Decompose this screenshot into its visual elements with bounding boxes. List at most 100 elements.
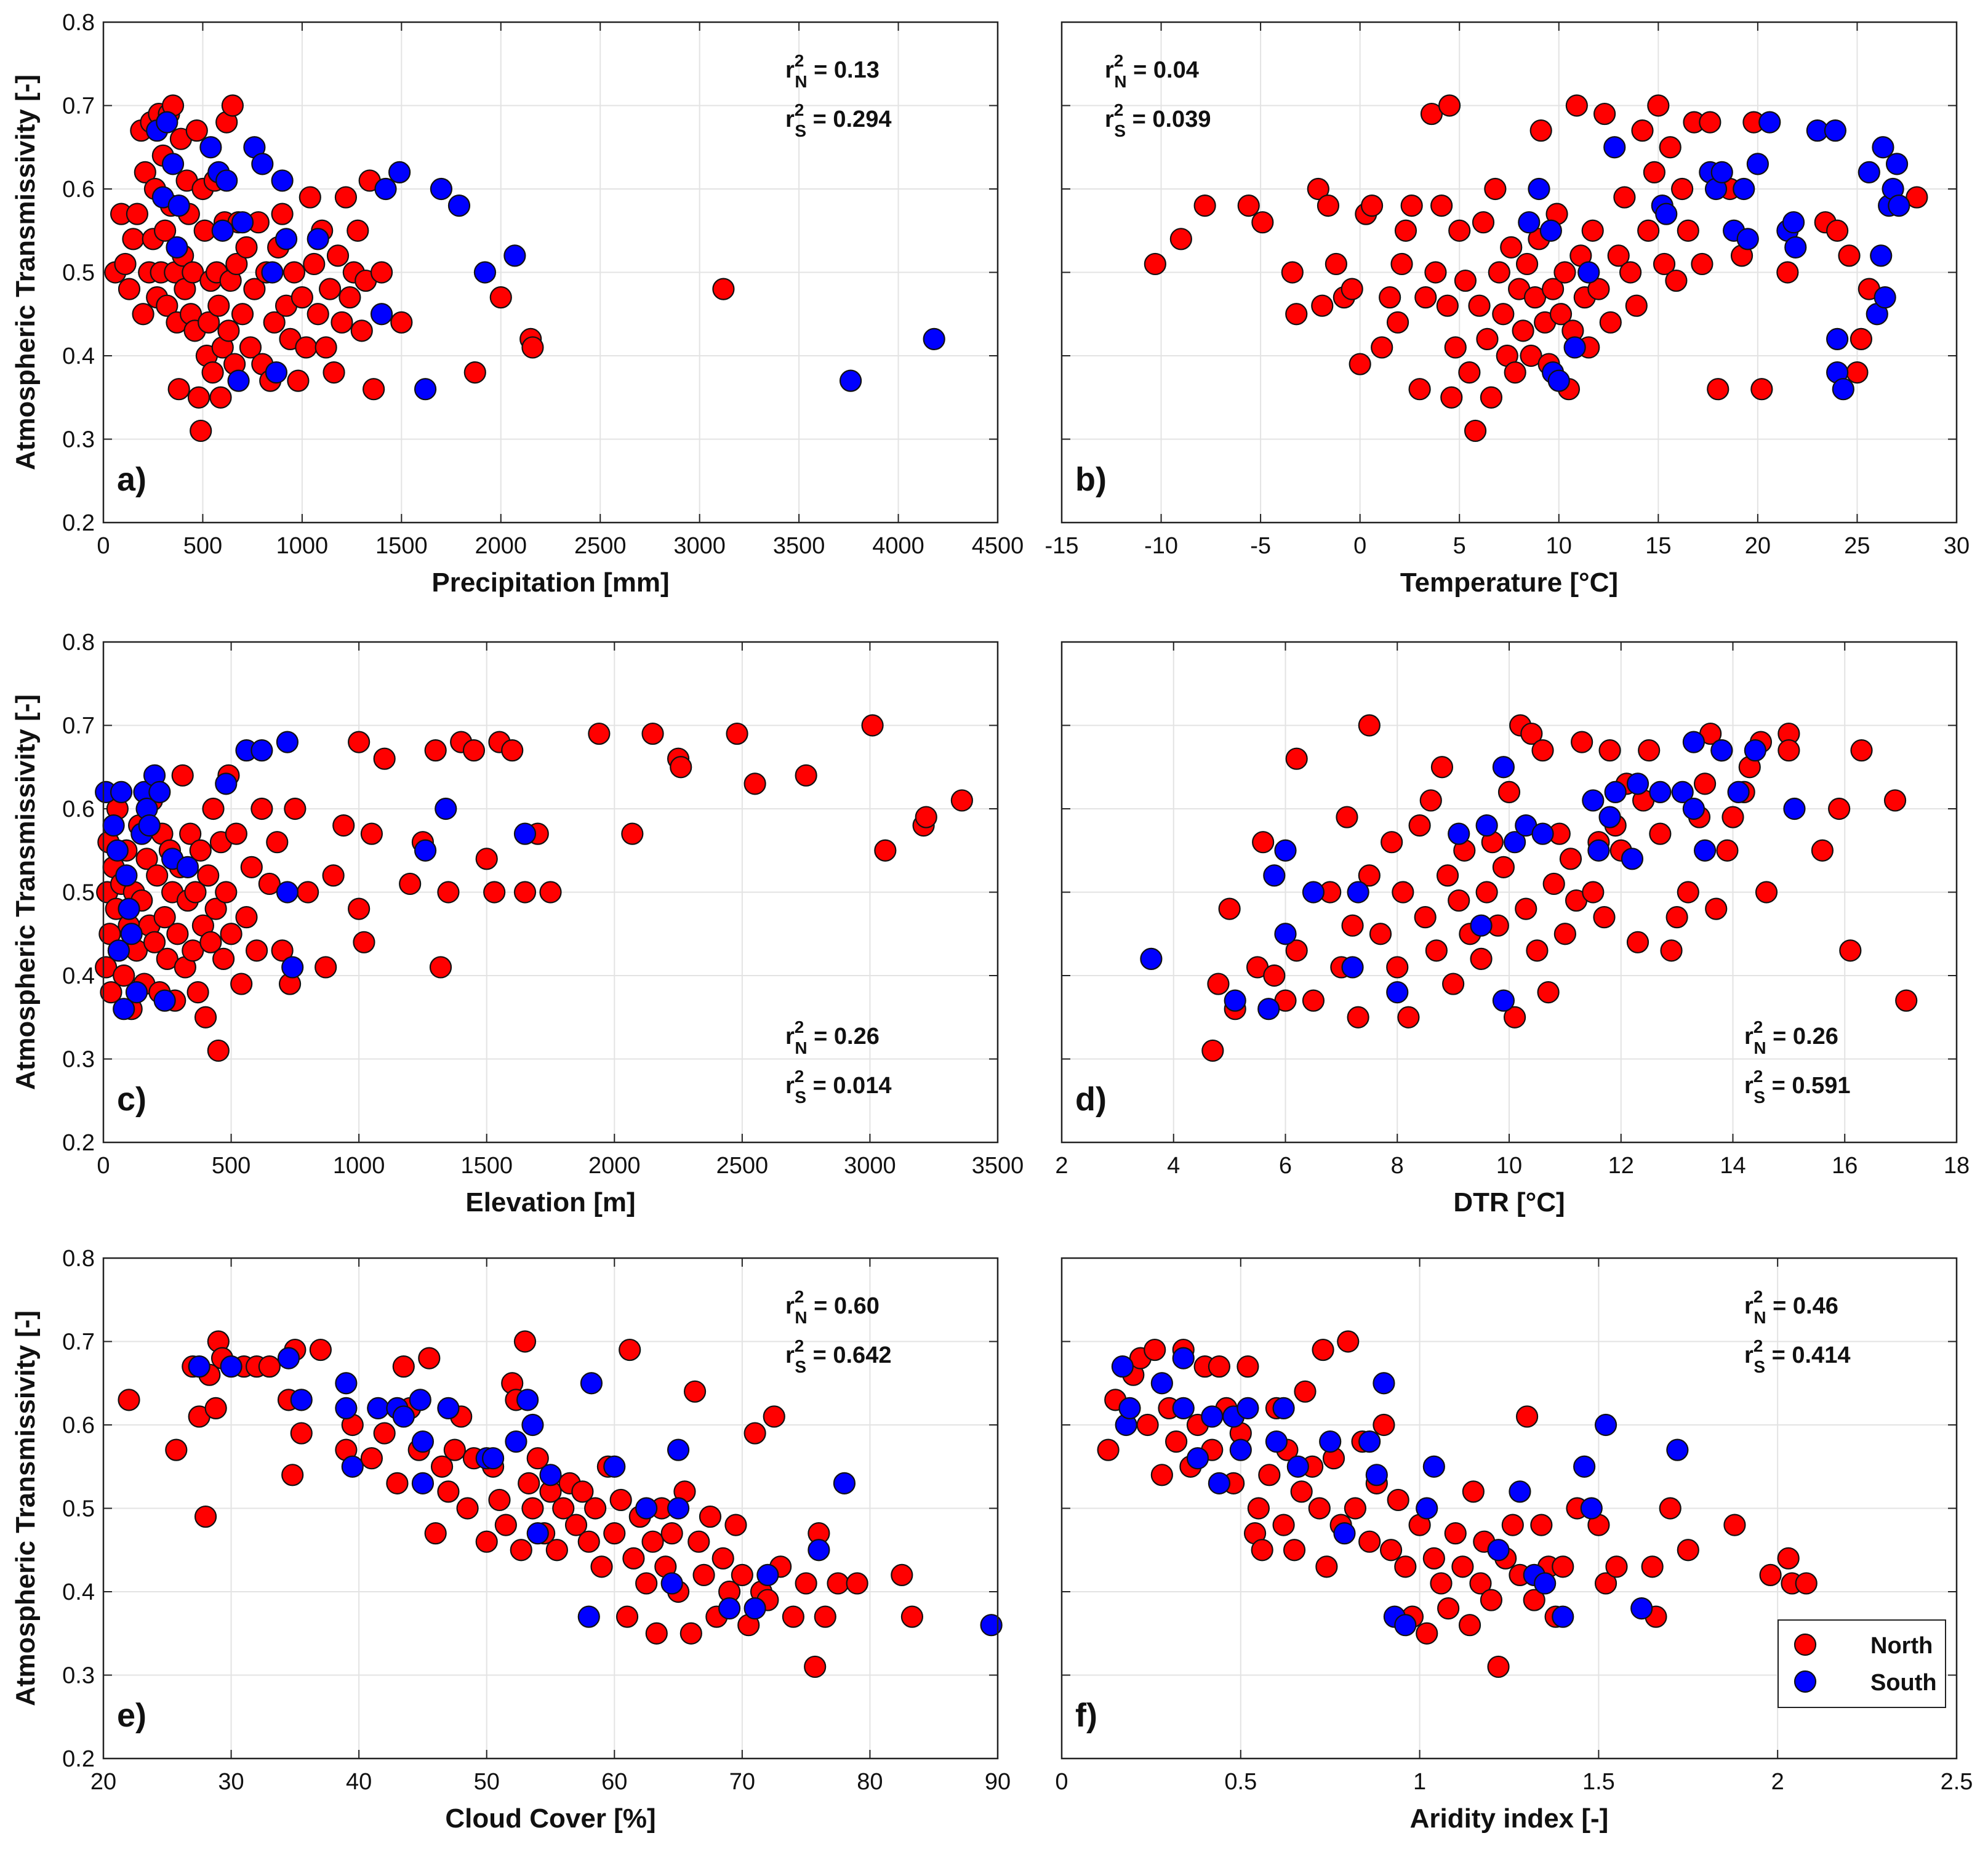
north-point [804,1655,827,1679]
north-point [225,252,248,276]
y-tick-label: 0.8 [62,10,95,36]
y-tick-label: 0.7 [62,94,95,119]
x-tick-label: 1000 [333,1153,385,1179]
south-point [1448,822,1470,845]
north-point [245,939,268,962]
x-tick-label: 12 [1608,1153,1634,1179]
south-point [1492,756,1515,779]
south-point [1394,1614,1417,1637]
panel-a: 0 500 1000 1500 2000 2500 3000 3500 4000 4500 0.2 0… [10,10,1024,598]
south-point [1518,211,1541,234]
north-point [1699,111,1721,134]
north-point [1237,195,1260,217]
south-point [1710,739,1733,762]
south-point [277,1347,300,1370]
north-point [266,831,289,854]
north-point [795,1572,817,1595]
north-point [1430,756,1454,779]
north-point [1422,1547,1445,1570]
south-point [430,177,453,201]
north-point [1386,956,1409,979]
north-point [1776,261,1799,284]
north-point [1307,177,1329,201]
south-point [1274,923,1297,945]
north-point [1454,269,1477,292]
south-point [503,244,526,267]
stat-r-north: r2 N = 0.60 [785,1287,880,1327]
north-point [1347,1006,1369,1029]
south-point [580,1372,603,1395]
north-point [363,378,385,401]
south-point [1547,369,1570,392]
north-point [1169,228,1192,251]
north-point [1097,1438,1120,1461]
north-point [1811,839,1834,862]
north-point [687,1530,710,1553]
north-point [463,361,486,384]
south-point [409,1389,431,1411]
north-point [1444,336,1467,359]
x-tick-label: 60 [601,1769,627,1795]
north-point [683,1380,707,1403]
north-point [724,1514,747,1536]
north-point [153,906,176,929]
south-point [1319,1430,1342,1453]
north-point [1660,939,1683,962]
north-point [679,1622,702,1645]
north-point [315,956,337,979]
south-point [1832,378,1854,401]
north-point [243,278,266,300]
south-point [1111,1355,1134,1378]
north-point [743,1422,766,1445]
north-point [185,119,208,142]
north-point [1394,1555,1417,1578]
north-point [287,369,310,392]
x-tick-label: 1 [1413,1769,1426,1795]
south-point [115,864,138,887]
north-point [1826,219,1849,242]
stat-r-north: r2 N = 0.26 [785,1017,880,1057]
north-point [143,931,166,953]
north-point [526,1447,549,1470]
panel-f: 0 0.5 1 1.5 2 2.5 Aridity index [-] f) r2 N = 0.4… [1055,1257,1973,1834]
north-point [615,1605,639,1628]
north-point [1512,319,1534,342]
north-point [322,864,345,887]
south-point [513,822,537,845]
south-point [516,1389,539,1411]
north-point [207,294,230,317]
north-point [1641,1555,1664,1578]
north-point [513,1330,537,1353]
north-point [1358,714,1381,737]
north-point [1607,244,1630,267]
south-point [1347,881,1369,904]
north-point [619,1338,641,1362]
north-point [1480,1589,1503,1611]
north-point [891,1563,913,1586]
south-point [1594,1413,1617,1437]
north-point [225,822,247,845]
north-point [1626,931,1649,953]
north-point [132,303,154,326]
south-point [1870,244,1893,267]
north-point [1691,252,1713,276]
south-point [1573,1455,1596,1478]
north-point [1850,327,1873,351]
x-tick-label: 2 [1771,1769,1784,1795]
stat-r-north: r2 N = 0.04 [1105,51,1199,91]
north-point [539,881,562,904]
north-point [763,1405,785,1428]
north-point [1373,1413,1395,1437]
south-point [271,169,294,192]
north-point [350,319,373,342]
north-point [1605,1555,1628,1578]
north-point [1705,897,1728,920]
north-point [1515,252,1539,276]
north-point [1777,1547,1800,1570]
x-tick-label: 30 [218,1769,244,1795]
north-point [201,361,224,384]
south-point [1693,839,1717,862]
north-point [1208,1355,1231,1378]
north-point [295,336,318,359]
north-point [1581,219,1604,242]
